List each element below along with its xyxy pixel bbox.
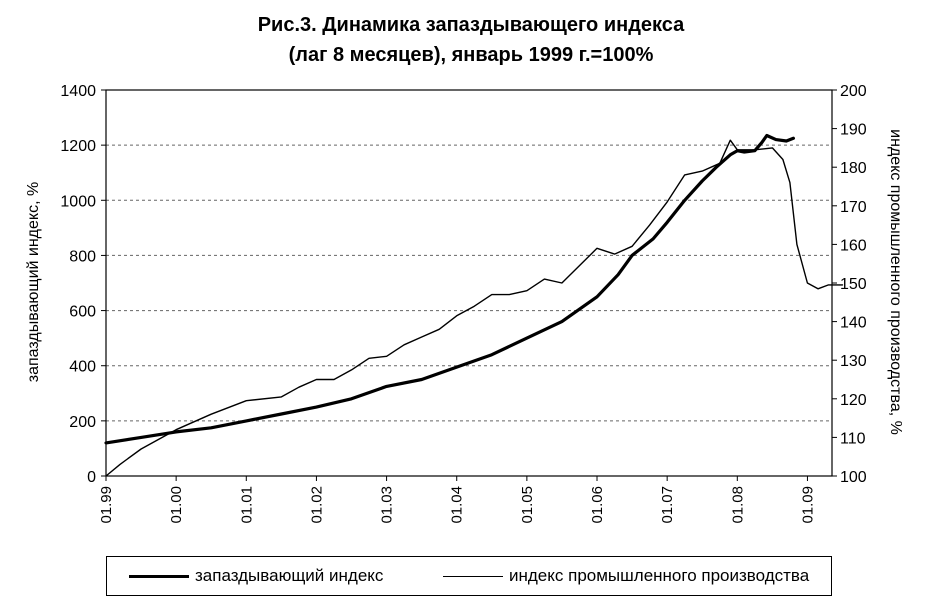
- legend-item-lagging-index: запаздывающий индекс: [129, 557, 383, 595]
- x-tick-label: 01.01: [238, 486, 255, 524]
- right-tick-label: 120: [840, 392, 867, 409]
- legend-swatch-thin-line: [443, 575, 503, 577]
- left-tick-label: 1400: [60, 83, 96, 100]
- x-axis-ticks: 01.99 01.00 01.01 01.02 01.03 01.04 01.05 01.06…: [98, 476, 816, 524]
- chart-title-line-1: Рис.3. Динамика запаздывающего индекса: [257, 14, 685, 36]
- chart-title: Рис.3. Динамика запаздывающего индекса (…: [0, 10, 942, 70]
- left-tick-label: 200: [69, 414, 96, 431]
- legend: запаздывающий индекс индекс промышленног…: [106, 556, 832, 596]
- legend-label-industrial-production: индекс промышленного производства: [509, 566, 810, 585]
- x-tick-label: 01.08: [729, 486, 746, 524]
- x-tick-label: 01.04: [449, 486, 466, 524]
- right-axis-ticks: 100 110 120 130 140 150 160 170 180 190 200: [832, 83, 867, 486]
- x-tick-label: 01.03: [379, 486, 396, 524]
- x-tick-label: 01.06: [589, 486, 606, 524]
- x-tick-label: 01.99: [98, 486, 115, 524]
- left-tick-label: 400: [69, 359, 96, 376]
- gridlines: [106, 144, 832, 422]
- x-tick-label: 01.02: [308, 486, 325, 524]
- legend-label-lagging-index: запаздывающий индекс: [195, 566, 384, 585]
- x-tick-label: 01.09: [799, 486, 816, 524]
- right-tick-label: 150: [840, 276, 867, 293]
- right-axis-label: индекс промышленного производства, %: [887, 129, 904, 435]
- legend-swatch-thick-line: [129, 574, 189, 578]
- right-tick-label: 170: [840, 199, 867, 216]
- series-layer: [104, 133, 844, 477]
- chart-title-line-2: (лаг 8 месяцев), январь 1999 г.=100%: [288, 44, 654, 66]
- right-tick-label: 200: [840, 83, 867, 100]
- right-tick-label: 190: [840, 122, 867, 139]
- right-tick-label: 100: [840, 469, 867, 486]
- x-tick-label: 01.05: [519, 486, 536, 524]
- right-tick-label: 110: [840, 430, 866, 447]
- right-tick-label: 180: [840, 160, 867, 177]
- series-line-industrial-production: [105, 139, 844, 477]
- left-tick-label: 0: [87, 469, 96, 486]
- left-tick-label: 800: [69, 248, 96, 265]
- x-tick-label: 01.00: [168, 486, 185, 524]
- plot-area-frame: [105, 89, 833, 477]
- x-tick-label: 01.07: [659, 486, 676, 524]
- series-line-lagging-index: [104, 133, 796, 445]
- left-axis-ticks: 0 200 400 600 800 1000 1200 1400: [60, 83, 106, 486]
- right-tick-label: 160: [840, 237, 867, 254]
- right-tick-label: 130: [840, 353, 867, 370]
- right-tick-label: 140: [840, 315, 867, 332]
- legend-item-industrial-production: индекс промышленного производства: [443, 557, 809, 595]
- left-axis-label: запаздывающий индекс, %: [25, 181, 42, 383]
- left-tick-label: 1000: [60, 193, 96, 210]
- left-tick-label: 600: [69, 304, 96, 321]
- left-tick-label: 1200: [60, 138, 96, 155]
